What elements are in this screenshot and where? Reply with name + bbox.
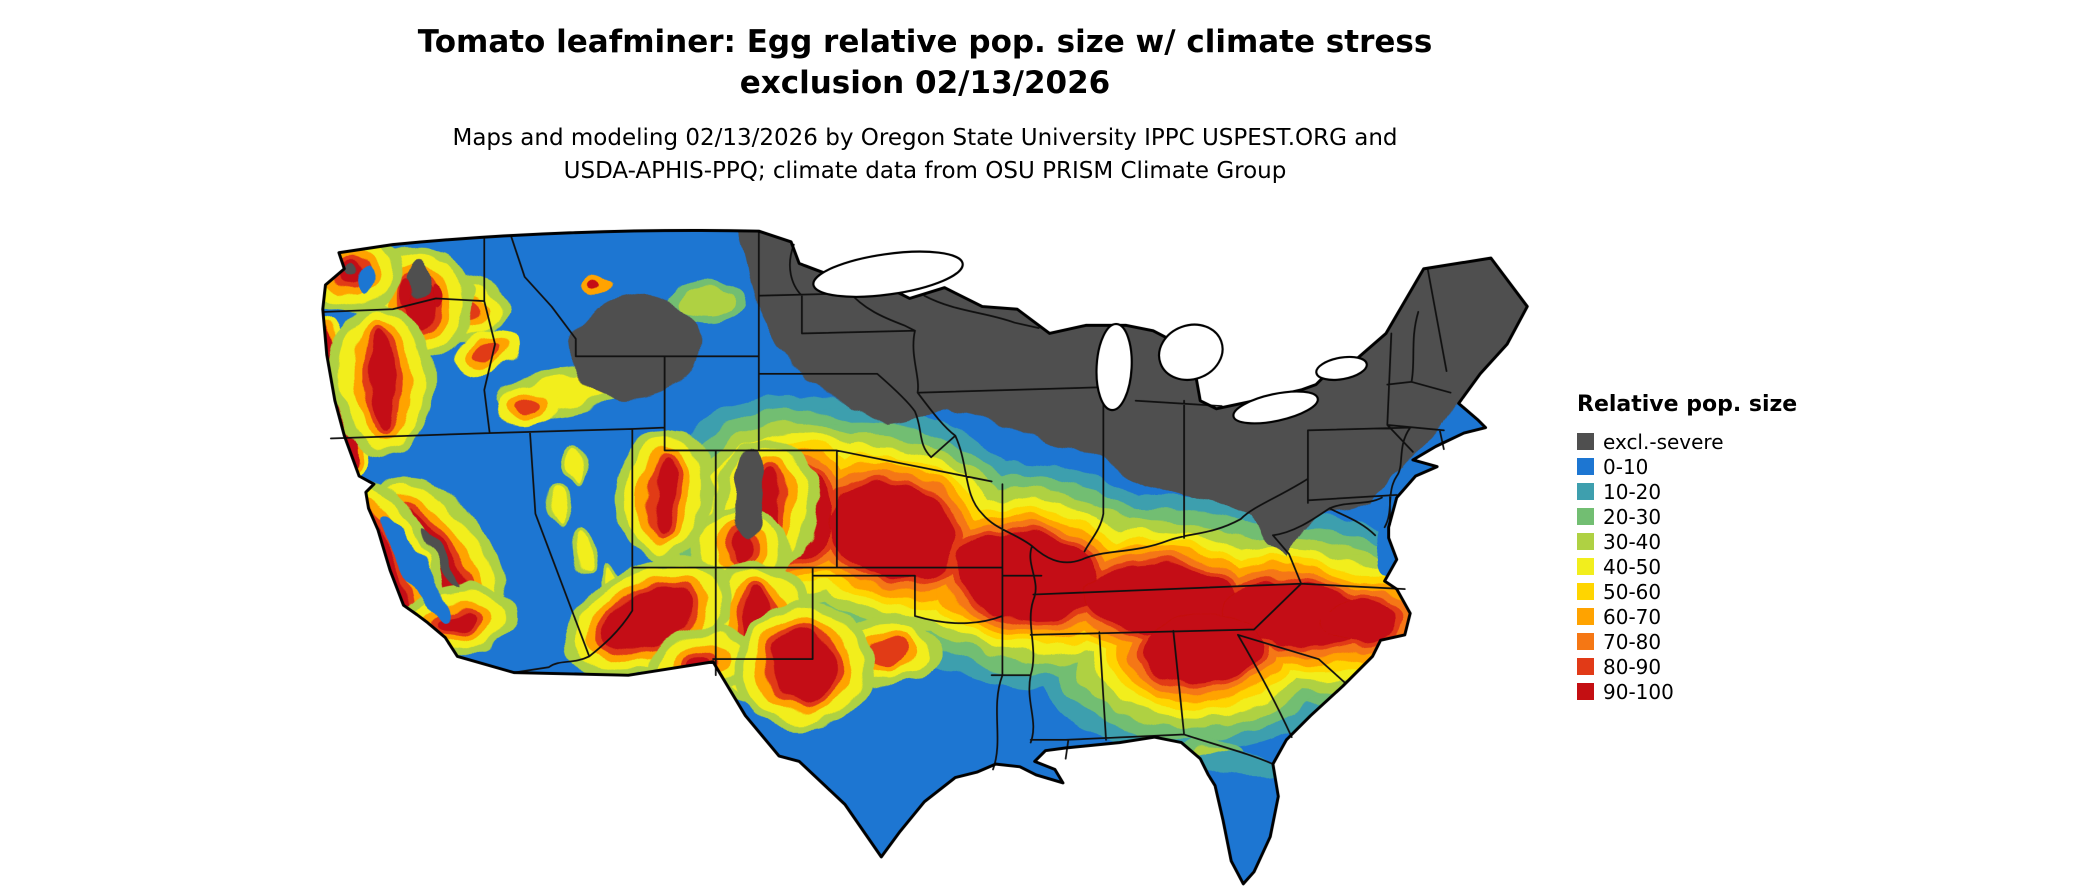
legend-label: 0-10 (1603, 454, 1649, 479)
map-region (515, 397, 540, 415)
map-region (321, 228, 1529, 886)
legend-label: 10-20 (1603, 479, 1662, 504)
legend-items: excl.-severe 0-10 10-20 20-30 30-40 40-50 50-6… (1577, 429, 1797, 704)
lake (1158, 323, 1224, 381)
map-region (321, 230, 1452, 771)
map-svg (321, 228, 1529, 886)
legend-swatch (1577, 508, 1594, 525)
legend: Relative pop. size excl.-severe 0-10 10-20… (1577, 392, 1797, 704)
page-title: Tomato leafminer: Egg relative pop. size… (300, 22, 1550, 104)
map-region (380, 514, 449, 621)
map-region (346, 262, 358, 276)
us-outline (321, 228, 1529, 886)
legend-swatch (1577, 583, 1594, 600)
map-region (866, 637, 910, 668)
map-region (729, 532, 751, 565)
legend-label: 20-30 (1603, 504, 1662, 529)
page-subtitle-line1: Maps and modeling 02/13/2026 by Oregon S… (452, 125, 1398, 151)
legend-label: excl.-severe (1603, 429, 1724, 454)
page-subtitle-line2: USDA-APHIS-PPQ; climate data from OSU PR… (563, 158, 1287, 185)
legend-label: 90-100 (1603, 679, 1674, 704)
map-region (400, 278, 412, 308)
map-region (359, 264, 373, 295)
map-region (571, 294, 699, 400)
map-region (550, 483, 566, 526)
map-region (568, 445, 584, 483)
page-title-line2: exclusion 02/13/2026 (739, 64, 1111, 101)
legend-swatch (1577, 433, 1594, 450)
legend-label: 40-50 (1603, 554, 1662, 579)
legend-label: 50-60 (1603, 579, 1662, 604)
legend-item: 80-90 (1577, 654, 1797, 679)
legend-swatch (1577, 658, 1594, 675)
map-region (1192, 750, 1284, 778)
legend-item: excl.-severe (1577, 429, 1797, 454)
map-fill-clip (322, 230, 1528, 884)
map-region (654, 454, 675, 536)
us-population-map (312, 228, 1534, 891)
map-region (576, 530, 592, 573)
map-region (420, 528, 460, 588)
map-region (1321, 599, 1397, 643)
great-lakes (812, 250, 1368, 425)
legend-item: 10-20 (1577, 479, 1797, 504)
legend-label: 70-80 (1603, 629, 1662, 654)
legend-label: 30-40 (1603, 529, 1662, 554)
legend-item: 60-70 (1577, 604, 1797, 629)
legend-item: 90-100 (1577, 679, 1797, 704)
map-region (772, 628, 835, 704)
lake (1095, 322, 1133, 412)
legend-swatch (1577, 608, 1594, 625)
map-region (734, 449, 765, 541)
legend-item: 50-60 (1577, 579, 1797, 604)
legend-swatch (1577, 558, 1594, 575)
lake (1232, 390, 1319, 425)
legend-item: 0-10 (1577, 454, 1797, 479)
lake (1315, 355, 1368, 381)
legend-label: 80-90 (1603, 654, 1662, 679)
legend-swatch (1577, 633, 1594, 650)
map-region (407, 259, 432, 300)
legend-item: 30-40 (1577, 529, 1797, 554)
legend-item: 20-30 (1577, 504, 1797, 529)
legend-swatch (1577, 458, 1594, 475)
legend-swatch (1577, 483, 1594, 500)
legend-item: 40-50 (1577, 554, 1797, 579)
map-region (830, 481, 957, 582)
legend-title: Relative pop. size (1577, 392, 1798, 417)
lake (812, 250, 964, 298)
map-region (682, 287, 736, 318)
legend-swatch (1577, 533, 1594, 550)
page-title-line1: Tomato leafminer: Egg relative pop. size… (417, 24, 1433, 60)
page-subtitle: Maps and modeling 02/13/2026 by Oregon S… (300, 122, 1550, 189)
map-region (369, 328, 395, 431)
map-region (603, 586, 694, 651)
legend-swatch (1577, 683, 1594, 700)
state-borders (321, 230, 1452, 771)
legend-label: 60-70 (1603, 604, 1662, 629)
map-region (587, 280, 602, 290)
legend-item: 70-80 (1577, 629, 1797, 654)
